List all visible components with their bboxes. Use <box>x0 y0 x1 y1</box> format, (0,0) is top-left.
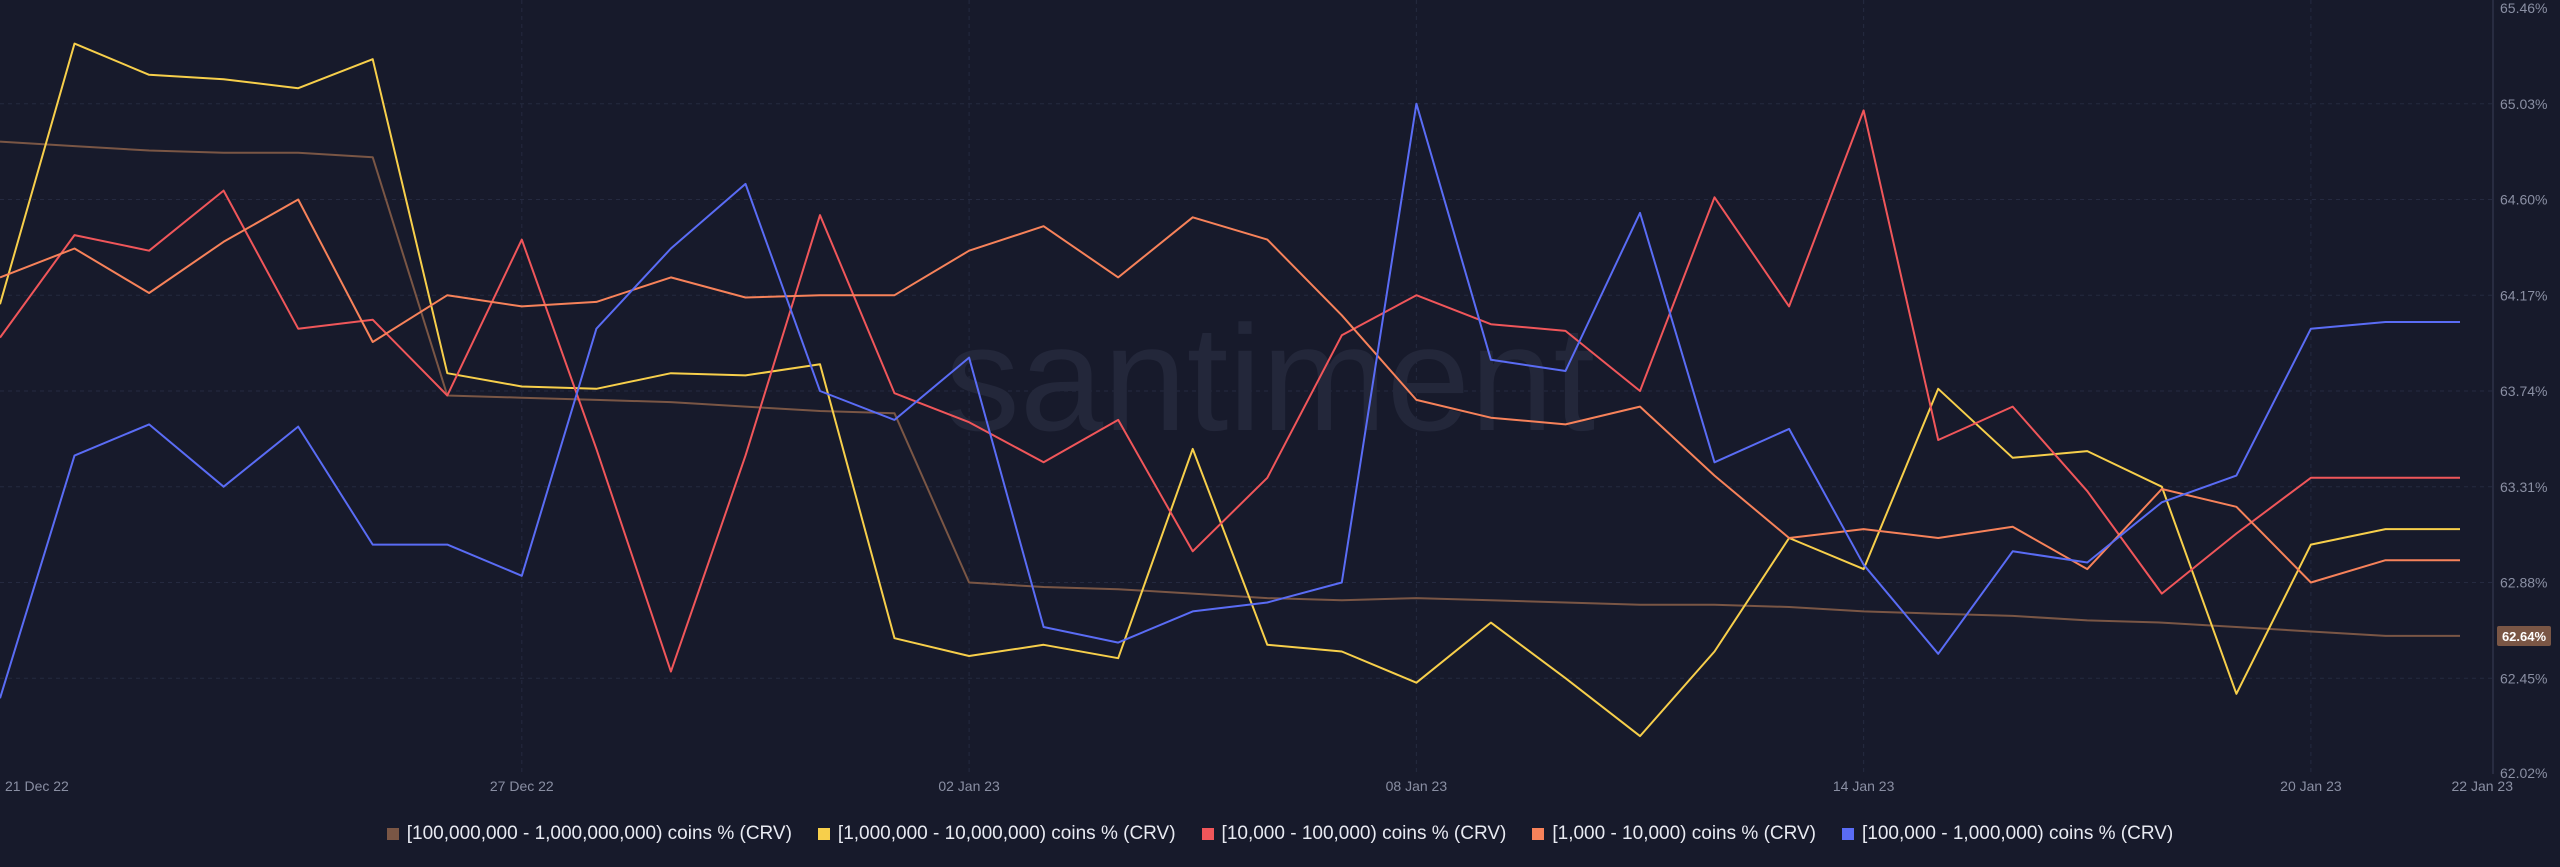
legend-label: [10,000 - 100,000) coins % (CRV) <box>1221 823 1507 844</box>
y-tick-label: 63.31% <box>2500 479 2547 495</box>
y-tick-label: 64.17% <box>2500 287 2547 303</box>
legend-label: [1,000 - 10,000) coins % (CRV) <box>1552 823 1817 844</box>
x-tick-label: 27 Dec 22 <box>490 778 554 794</box>
current-value-badge: 62.64% <box>2497 625 2551 646</box>
x-tick-label: 20 Jan 23 <box>2280 778 2342 794</box>
chart-legend: [100,000,000 - 1,000,000,000) coins % (C… <box>0 812 2560 856</box>
legend-item-1k-10k[interactable]: [1,000 - 10,000) coins % (CRV) <box>1532 823 1816 845</box>
x-tick-label: 22 Jan 23 <box>2452 778 2514 794</box>
x-tick-label: 14 Jan 23 <box>1833 778 1895 794</box>
y-tick-label: 65.46% <box>2500 0 2547 16</box>
x-axis-ticks: 21 Dec 22 27 Dec 22 02 Jan 23 08 Jan 23 14 J… <box>5 778 2513 794</box>
line-chart: santiment 62.02% 62.45% 62.88% 63.31% 63.74%… <box>0 0 2551 794</box>
legend-item-10k-100k[interactable]: [10,000 - 100,000) coins % (CRV) <box>1201 823 1507 845</box>
x-tick-label: 21 Dec 22 <box>5 778 69 794</box>
x-tick-label: 08 Jan 23 <box>1386 778 1448 794</box>
legend-swatch <box>386 828 399 840</box>
legend-swatch <box>1201 828 1214 840</box>
series-line-2 <box>0 109 2460 673</box>
legend-label: [100,000 - 1,000,000) coins % (CRV) <box>1862 823 2174 844</box>
y-axis-ticks: 62.02% 62.45% 62.88% 63.31% 63.74% 64.17% 64.6… <box>2500 0 2547 781</box>
legend-label: [100,000,000 - 1,000,000,000) coins % (C… <box>406 823 792 844</box>
legend-swatch <box>1532 828 1545 840</box>
y-tick-label: 62.02% <box>2500 765 2547 781</box>
y-tick-label: 63.74% <box>2500 383 2547 399</box>
y-tick-label: 65.03% <box>2500 96 2547 112</box>
watermark: santiment <box>945 294 1595 462</box>
current-value-badge-label: 62.64% <box>2502 629 2547 644</box>
series-layer <box>0 42 2460 738</box>
series-line-0 <box>0 140 2460 637</box>
legend-swatch <box>817 828 830 840</box>
current-value-badge-bg <box>2497 625 2551 646</box>
y-tick-label: 64.60% <box>2500 192 2547 208</box>
y-tick-label: 62.45% <box>2500 670 2547 686</box>
legend-label: [1,000,000 - 10,000,000) coins % (CRV) <box>837 823 1176 844</box>
legend-item-1m-10m[interactable]: [1,000,000 - 10,000,000) coins % (CRV) <box>817 823 1176 845</box>
series-line-1 <box>0 42 2460 738</box>
series-line-3 <box>0 198 2460 584</box>
y-tick-label: 62.88% <box>2500 575 2547 591</box>
legend-swatch <box>1842 828 1855 840</box>
legend-item-100m-1b[interactable]: [100,000,000 - 1,000,000,000) coins % (C… <box>386 823 792 845</box>
x-tick-label: 02 Jan 23 <box>938 778 1000 794</box>
legend-item-100k-1m[interactable]: [100,000 - 1,000,000) coins % (CRV) <box>1842 823 2173 845</box>
series-line-4 <box>0 102 2460 699</box>
